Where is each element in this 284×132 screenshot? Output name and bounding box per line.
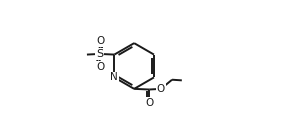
Text: O: O [96,62,104,72]
Text: S: S [96,49,103,59]
Text: O: O [157,84,165,94]
Text: N: N [110,72,118,82]
Text: O: O [145,98,153,108]
Text: O: O [96,36,104,46]
